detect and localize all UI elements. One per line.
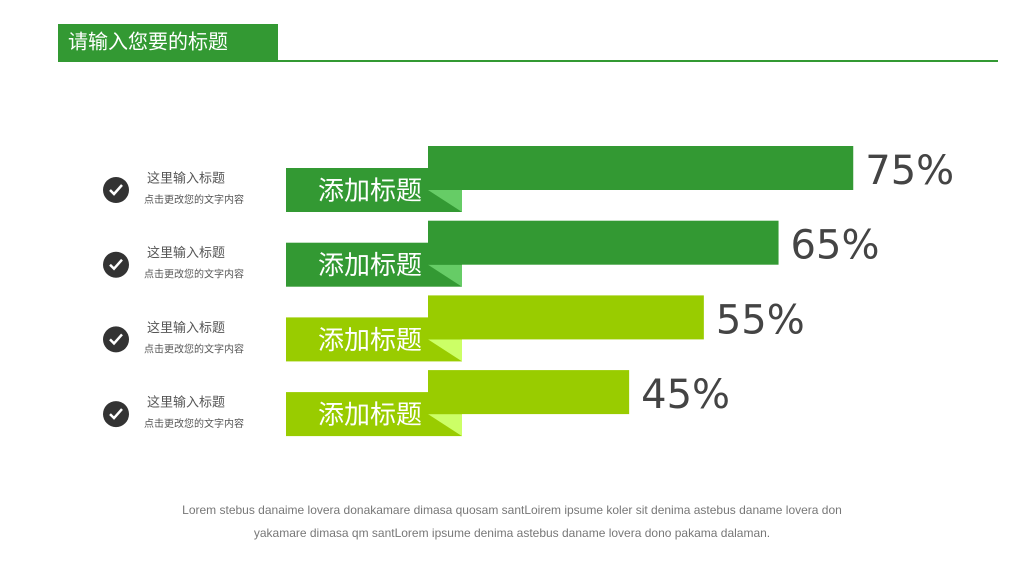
item-subtitle: 点击更改您的文字内容	[144, 268, 244, 281]
item-subtitle: 点击更改您的文字内容	[144, 193, 244, 206]
check-mark	[109, 184, 123, 196]
check-mark	[109, 333, 123, 346]
header-title: 请输入您要的标题	[68, 30, 228, 54]
item-title: 这里输入标题	[147, 395, 225, 411]
bar	[428, 146, 854, 190]
check-mark	[109, 258, 123, 271]
value-label: 55%	[716, 297, 805, 343]
item-subtitle: 点击更改您的文字内容	[144, 342, 244, 355]
item-title: 这里输入标题	[147, 320, 225, 336]
tab-fold	[428, 339, 462, 362]
value-label: 75%	[865, 148, 954, 194]
header-bar	[58, 24, 278, 61]
tab-fold	[428, 190, 462, 212]
bar	[428, 370, 630, 415]
item-subtitle: 点击更改您的文字内容	[144, 417, 244, 430]
category-label: 添加标题	[318, 251, 422, 281]
bar	[428, 295, 704, 340]
category-label: 添加标题	[318, 401, 422, 431]
category-label: 添加标题	[318, 177, 422, 207]
category-label: 添加标题	[318, 326, 422, 356]
tab-fold	[428, 264, 462, 287]
value-label: 45%	[641, 372, 730, 418]
footer-text: yakamare dimasa qm santLorem ipsume deni…	[254, 526, 770, 540]
tab-fold	[428, 414, 462, 437]
item-title: 这里输入标题	[147, 171, 225, 187]
footer-text: Lorem stebus danaime lovera donakamare d…	[182, 503, 842, 517]
item-title: 这里输入标题	[147, 245, 225, 261]
value-label: 65%	[791, 223, 880, 269]
bar	[428, 220, 779, 265]
check-mark	[109, 408, 123, 420]
